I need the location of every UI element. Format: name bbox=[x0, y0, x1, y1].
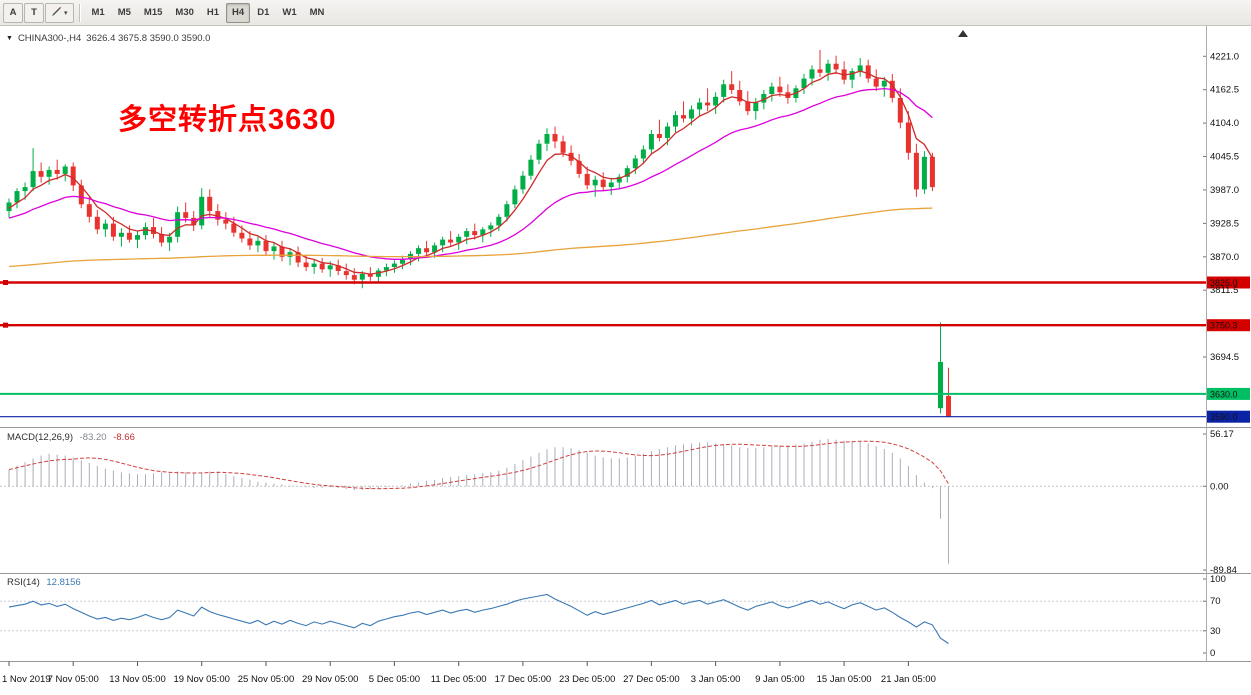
price-badge bbox=[1207, 410, 1250, 423]
text-tool-button[interactable]: T bbox=[24, 2, 44, 23]
svg-text:27 Dec 05:00: 27 Dec 05:00 bbox=[623, 674, 680, 685]
svg-text:5 Dec 05:00: 5 Dec 05:00 bbox=[369, 674, 420, 685]
timeframe-button-d1[interactable]: D1 bbox=[251, 3, 275, 23]
timeframe-button-m5[interactable]: M5 bbox=[112, 3, 137, 23]
timeframe-button-m30[interactable]: M30 bbox=[169, 3, 199, 23]
arrow-text-tool-button[interactable]: A bbox=[3, 2, 23, 23]
svg-text:4221.0: 4221.0 bbox=[1210, 51, 1239, 62]
chevron-down-icon: ▾ bbox=[64, 9, 68, 17]
toolbar-separator bbox=[78, 3, 81, 22]
svg-text:21 Jan 05:00: 21 Jan 05:00 bbox=[881, 674, 936, 685]
ma-line-fast bbox=[8, 70, 933, 275]
svg-text:56.17: 56.17 bbox=[1210, 429, 1234, 440]
svg-text:70: 70 bbox=[1210, 596, 1221, 607]
svg-text:13 Nov 05:00: 13 Nov 05:00 bbox=[109, 674, 166, 685]
svg-text:3987.0: 3987.0 bbox=[1210, 185, 1239, 196]
macd-histogram bbox=[8, 438, 949, 564]
svg-text:0.00: 0.00 bbox=[1210, 481, 1229, 492]
timeframe-group: M1 M5 M15 M30 H1 H4 D1 W1 MN bbox=[86, 2, 331, 23]
macd-signal-line bbox=[8, 440, 949, 490]
svg-text:1 Nov 2019: 1 Nov 2019 bbox=[2, 674, 51, 685]
svg-text:3750.3: 3750.3 bbox=[1210, 321, 1238, 331]
price-badge bbox=[1207, 276, 1250, 289]
svg-text:3590.0: 3590.0 bbox=[1210, 412, 1238, 422]
svg-text:19 Nov 05:00: 19 Nov 05:00 bbox=[173, 674, 230, 685]
svg-text:3694.5: 3694.5 bbox=[1210, 352, 1239, 363]
svg-text:4162.5: 4162.5 bbox=[1210, 85, 1239, 96]
svg-text:3811.5: 3811.5 bbox=[1210, 285, 1238, 296]
draw-tool-button[interactable]: ▾ bbox=[45, 2, 74, 23]
candles-layer bbox=[6, 50, 951, 417]
svg-text:3 Jan 05:00: 3 Jan 05:00 bbox=[691, 674, 741, 685]
price-badge bbox=[1207, 319, 1250, 332]
hline-handle[interactable] bbox=[3, 322, 8, 328]
svg-text:0: 0 bbox=[1210, 648, 1215, 659]
chart-root: 3825.0 3750.3 3630.0 3590.0 4221.0 4162.5 4104… bbox=[0, 26, 1251, 695]
svg-text:17 Dec 05:00: 17 Dec 05:00 bbox=[495, 674, 552, 685]
svg-text:23 Dec 05:00: 23 Dec 05:00 bbox=[559, 674, 616, 685]
svg-text:3825.0: 3825.0 bbox=[1210, 278, 1238, 288]
svg-text:25 Nov 05:00: 25 Nov 05:00 bbox=[238, 674, 295, 685]
timeframe-button-w1[interactable]: W1 bbox=[276, 3, 302, 23]
svg-text:3630.0: 3630.0 bbox=[1210, 389, 1238, 399]
timeframe-button-mn[interactable]: MN bbox=[304, 3, 331, 23]
svg-text:4104.0: 4104.0 bbox=[1210, 118, 1239, 129]
svg-text:100: 100 bbox=[1210, 574, 1226, 585]
timeframe-button-m15[interactable]: M15 bbox=[138, 3, 168, 23]
svg-text:3928.5: 3928.5 bbox=[1210, 218, 1239, 229]
ma-line-slow bbox=[8, 207, 933, 268]
timeframe-button-h4[interactable]: H4 bbox=[226, 2, 251, 23]
svg-text:15 Jan 05:00: 15 Jan 05:00 bbox=[817, 674, 872, 685]
toolbar: A T ▾ M1 M5 M15 M30 H1 H4 D1 W1 MN bbox=[0, 0, 1251, 26]
timeframe-button-h1[interactable]: H1 bbox=[201, 3, 225, 23]
pencil-icon bbox=[51, 6, 62, 20]
timeframe-button-m1[interactable]: M1 bbox=[86, 3, 111, 23]
rsi-line bbox=[8, 593, 949, 644]
svg-text:7 Nov 05:00: 7 Nov 05:00 bbox=[48, 674, 99, 685]
chart-shift-marker[interactable] bbox=[958, 30, 968, 37]
svg-text:3870.0: 3870.0 bbox=[1210, 252, 1239, 263]
svg-text:9 Jan 05:00: 9 Jan 05:00 bbox=[755, 674, 805, 685]
price-chart-svg[interactable]: 3825.0 3750.3 3630.0 3590.0 4221.0 4162.5 4104… bbox=[0, 26, 1251, 695]
svg-text:11 Dec 05:00: 11 Dec 05:00 bbox=[431, 674, 487, 685]
svg-text:-89.84: -89.84 bbox=[1210, 565, 1237, 576]
hline-handle[interactable] bbox=[3, 280, 8, 285]
price-badge bbox=[1207, 387, 1250, 400]
svg-text:30: 30 bbox=[1210, 626, 1221, 637]
svg-text:4045.5: 4045.5 bbox=[1210, 152, 1239, 163]
svg-text:29 Nov 05:00: 29 Nov 05:00 bbox=[302, 674, 359, 685]
ma-line-medium bbox=[8, 87, 933, 260]
